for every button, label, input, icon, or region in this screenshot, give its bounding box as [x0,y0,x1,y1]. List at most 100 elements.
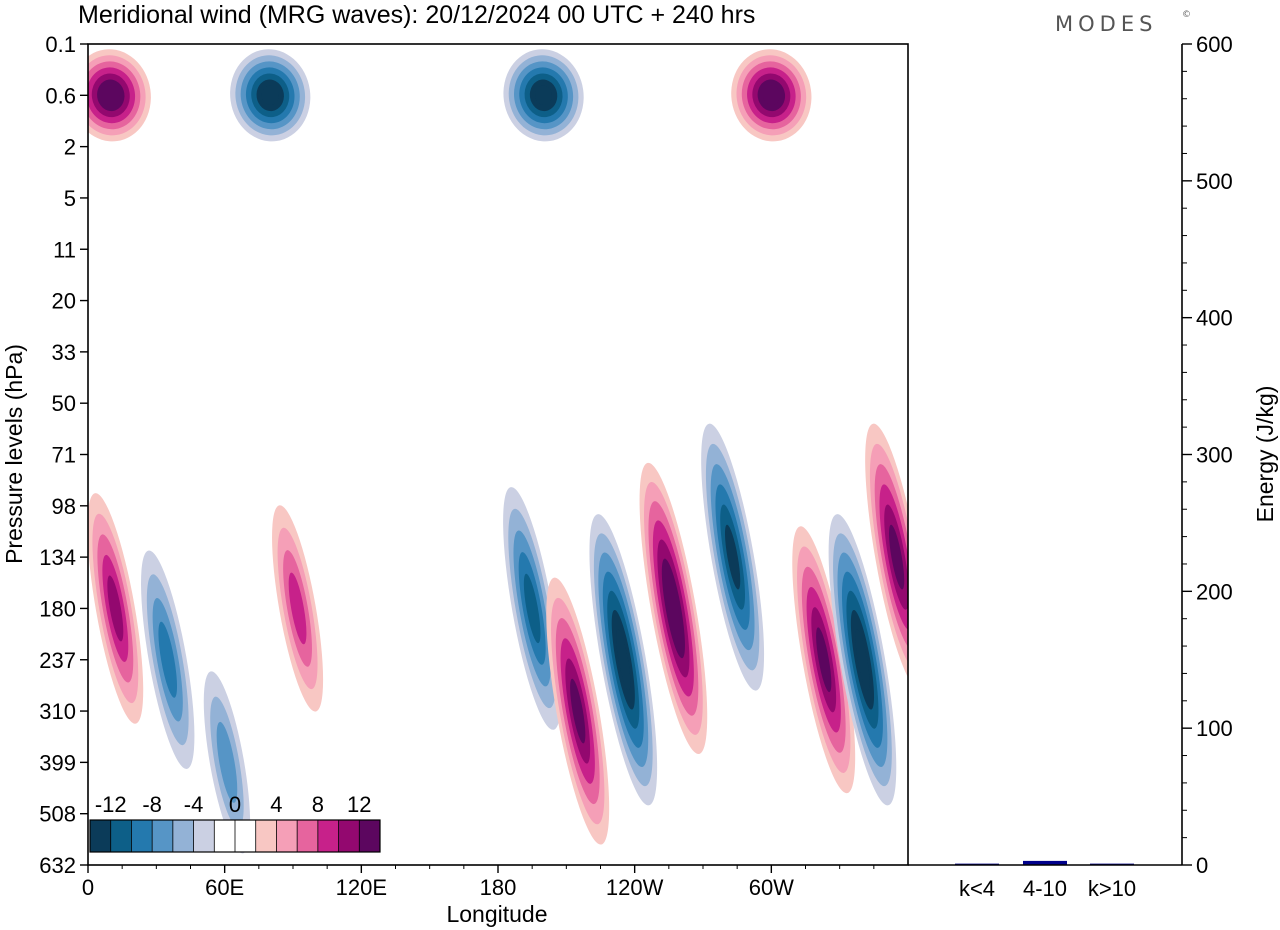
colorbar-label: 12 [347,792,371,817]
y-tick-label: 134 [39,545,76,570]
y-tick-label: 50 [52,391,76,416]
wind-anomaly [731,49,812,142]
wind-anomaly [546,577,610,845]
contour-field [88,49,908,854]
colorbar-swatch [172,820,194,852]
energy-tick-label: 500 [1196,169,1233,194]
x-tick-label: 0 [82,875,94,900]
energy-axis: 0 100 200 300 400 500 600 [1182,32,1233,878]
wind-anomaly [88,493,144,724]
y-tick-label: 5 [64,186,76,211]
wind-anomaly [88,49,151,142]
y-tick-label: 310 [39,699,76,724]
y-tick-label: 508 [39,802,76,827]
brand-logo: MODES [1055,12,1157,36]
y-tick-label: 632 [39,853,76,878]
x-tick-label: 180 [480,875,517,900]
colorbar: -12 -8 -4 0 4 8 12 [89,792,381,853]
energy-tick-label: 400 [1196,306,1233,331]
energy-tick-label: 0 [1196,853,1208,878]
contour-band [724,524,741,590]
colorbar-label: -8 [142,792,162,817]
contour-band [216,721,238,803]
x-tick-label: 120E [336,875,387,900]
colorbar-swatch [193,820,215,852]
x-tick-label: 60W [749,875,794,900]
wind-anomaly [503,49,584,142]
x-axis: 0 60E 120E 180 120W 60W [82,865,875,900]
y-tick-label: 11 [53,237,76,262]
y-tick-label: 2 [64,135,76,160]
contour-band [535,85,553,106]
contour-band [102,85,120,106]
brand-mark: © [1182,10,1191,20]
energy-bar [1023,860,1067,865]
y-tick-label: 0.1 [45,32,76,57]
colorbar-swatch [317,820,339,852]
wind-anomaly [589,514,658,806]
colorbar-swatch [297,820,318,852]
contour-band [523,573,541,644]
contour-band [762,85,780,106]
colorbar-label: 4 [270,792,282,817]
y-tick-label: 98 [52,494,76,519]
energy-category-label: k>10 [1088,876,1136,901]
colorbar-label: -4 [184,792,204,817]
x-tick-label: 120W [606,875,664,900]
heatmap-panel: 0 60E 120E 180 120W 60W 0.1 0.6 2 5 11 20 33 50 71 98 1… [1,32,909,927]
contour-band [288,572,307,645]
wind-anomaly [503,487,562,730]
wind-anomaly [792,526,856,794]
y-tick-label: 20 [52,289,76,314]
colorbar-swatch [359,820,380,852]
energy-category-label: 4-10 [1023,876,1067,901]
y-tick-label: 0.6 [45,83,76,108]
contour-band [816,627,832,693]
wind-anomaly [639,462,708,755]
y-tick-label: 71 [52,443,76,468]
energy-panel: k<4 4-10 k>10 0 100 200 300 400 500 600 Energy (… [908,32,1278,901]
y-tick-label: 237 [39,648,76,673]
contour-band [855,629,870,691]
colorbar-swatch [235,820,256,852]
y-axis-label: Pressure levels (hPa) [1,344,27,564]
y-tick-label: 399 [39,750,76,775]
wind-anomaly [701,423,765,691]
energy-bars: k<4 4-10 k>10 [955,860,1136,901]
chart-title: Meridional wind (MRG waves): 20/12/2024 … [78,1,755,29]
y-axis: 0.1 0.6 2 5 11 20 33 50 71 98 134 180 237 310 399 508 63… [39,32,88,878]
y-tick-label: 180 [39,596,76,621]
energy-category-label: k<4 [959,876,995,901]
colorbar-swatch [276,820,298,852]
contour-band [261,85,279,106]
colorbar-swatch [110,820,132,852]
contour-band [616,629,631,691]
contour-band [570,678,586,744]
colorbar-label: -12 [95,792,127,817]
energy-tick-label: 600 [1196,32,1233,57]
colorbar-swatch [255,820,277,852]
colorbar-swatch [152,820,173,852]
wind-anomaly [828,514,897,806]
contour-band [666,577,681,640]
energy-axis-label: Energy (J/kg) [1252,386,1278,523]
y-tick-label: 33 [52,340,76,365]
colorbar-label: 8 [312,792,324,817]
colorbar-swatch [131,820,153,852]
wind-anomaly [230,49,311,142]
contour-band [158,621,178,698]
energy-tick-label: 300 [1196,443,1233,468]
colorbar-swatch [90,820,111,852]
contour-band [107,575,124,642]
colorbar-swatch [214,820,235,852]
energy-tick-label: 100 [1196,716,1233,741]
wind-anomaly [272,505,324,712]
wind-anomaly [203,671,251,854]
x-axis-label: Longitude [446,901,547,927]
colorbar-swatch [338,820,360,852]
colorbar-label: 0 [229,792,241,817]
energy-tick-label: 200 [1196,579,1233,604]
wind-anomaly [141,550,195,769]
contour-band [888,524,905,590]
